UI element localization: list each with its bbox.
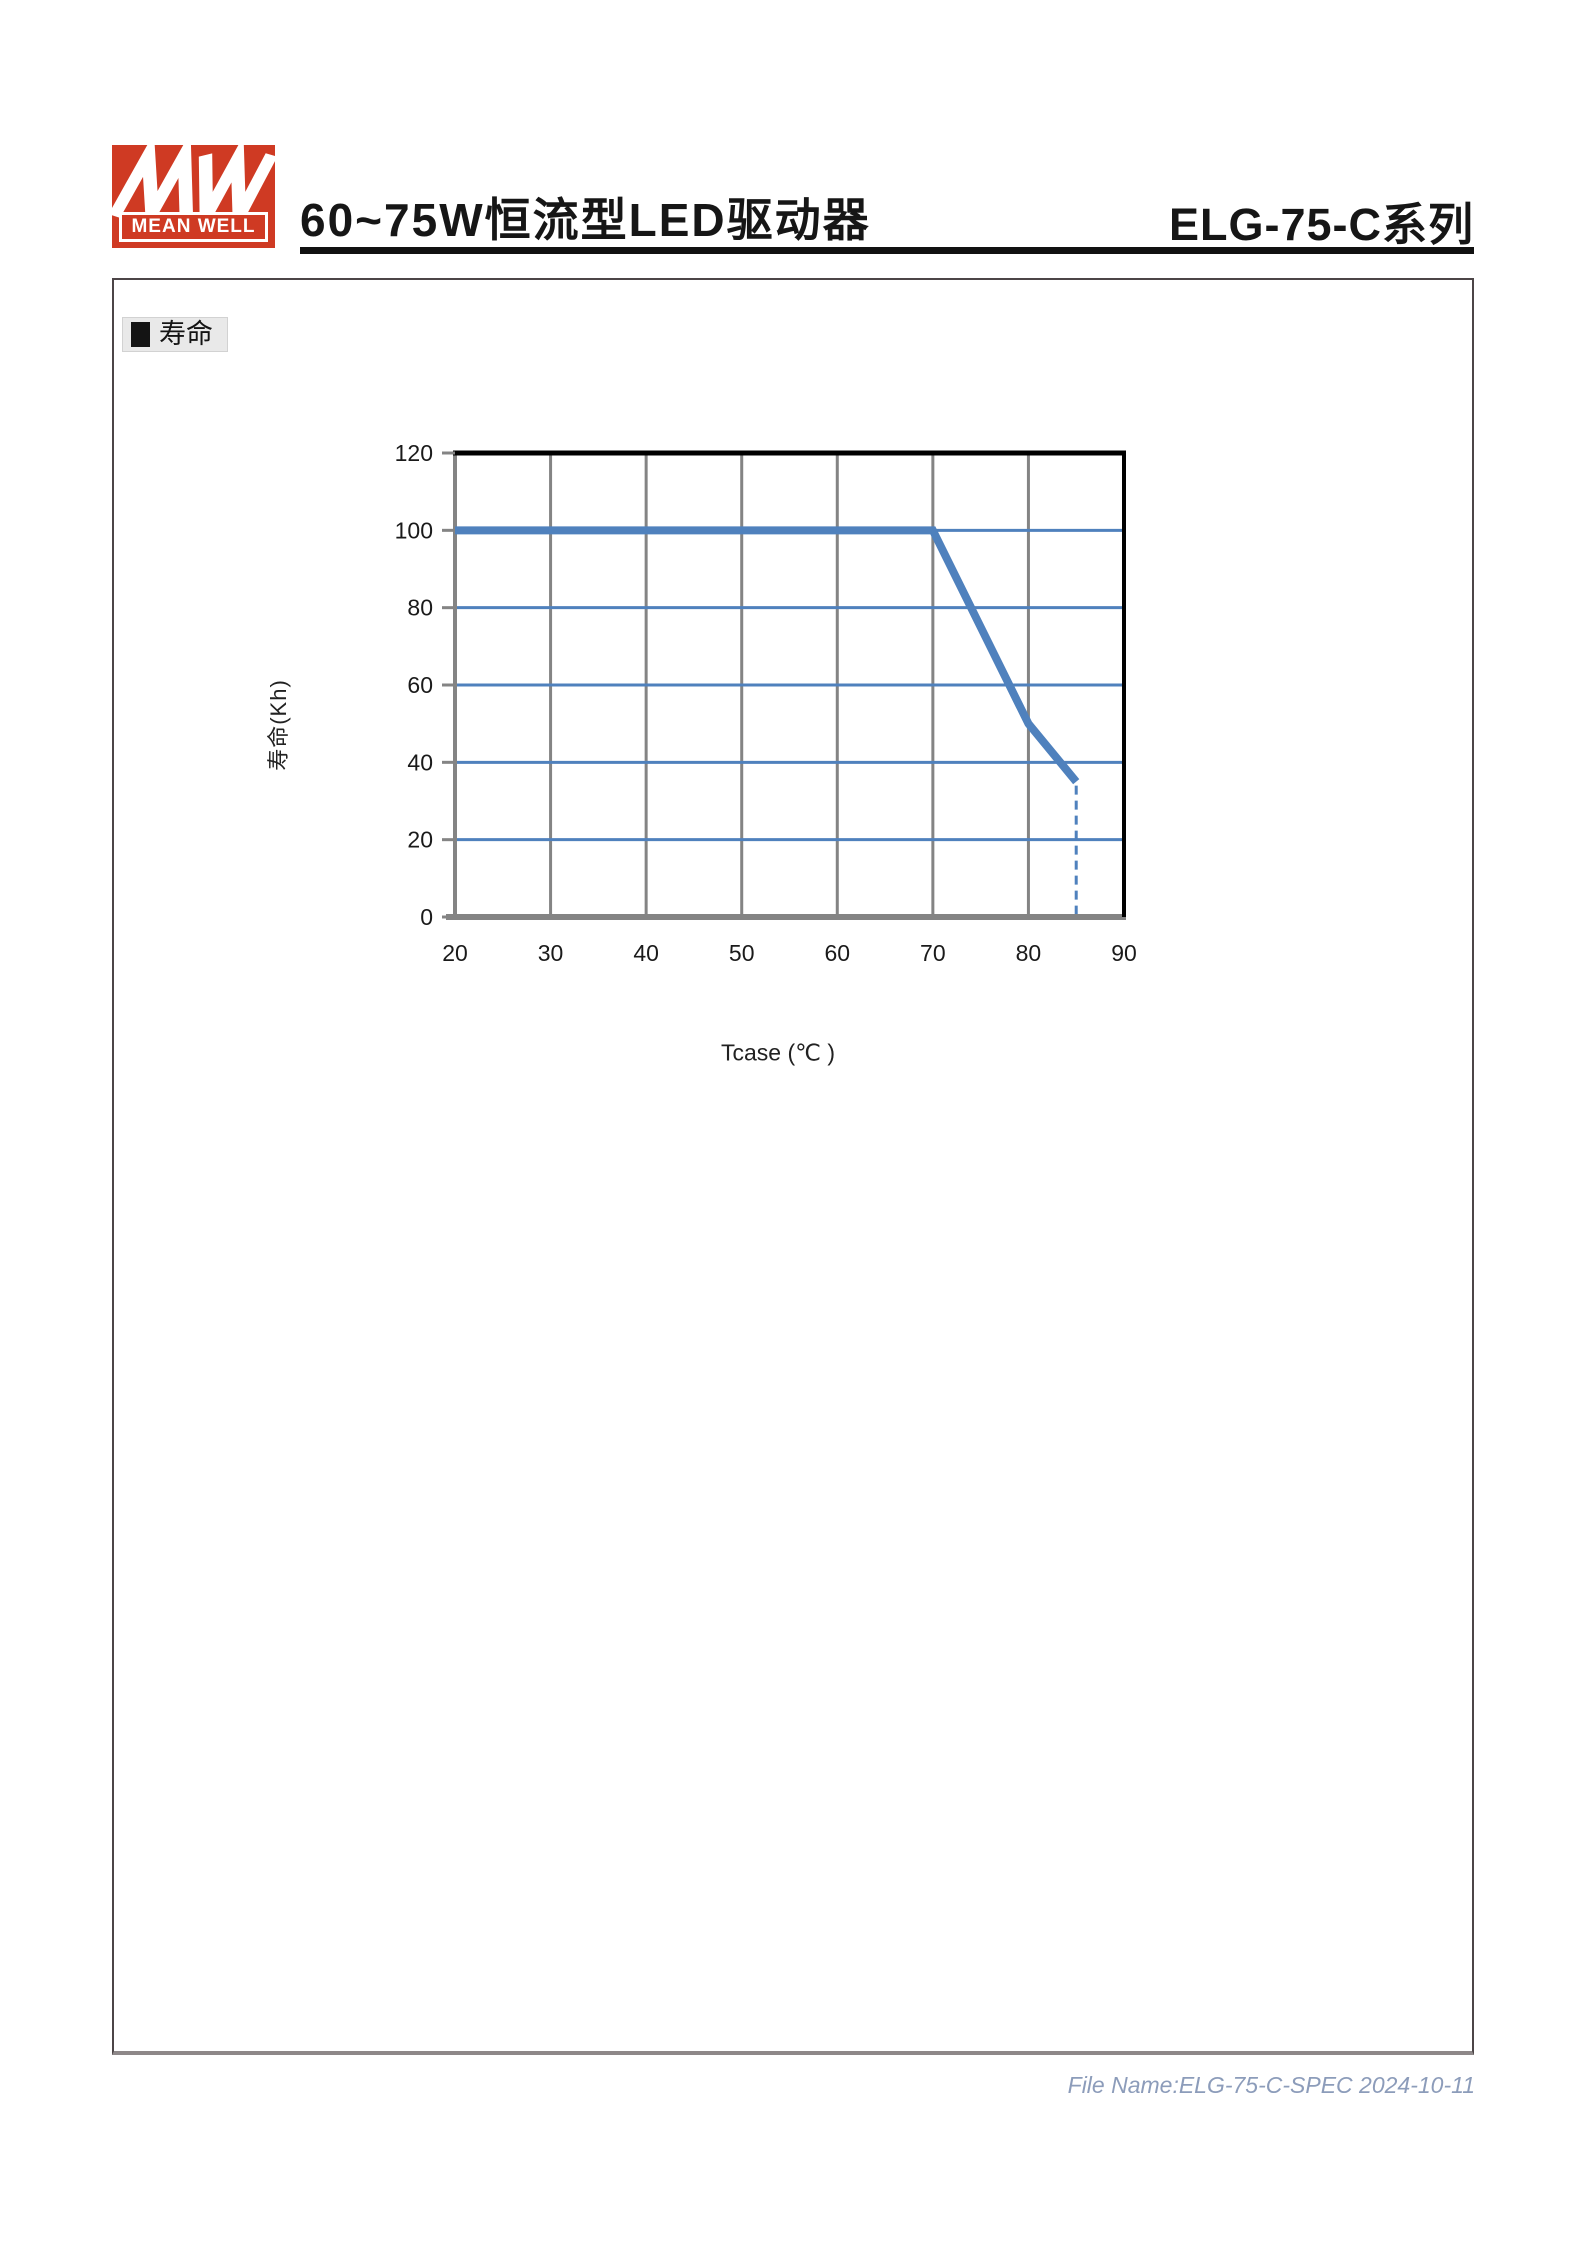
y-tick-label: 100 — [395, 517, 433, 543]
y-tick-label: 60 — [407, 672, 433, 698]
x-tick-label: 40 — [633, 940, 659, 966]
y-tick-label: 120 — [395, 440, 433, 466]
x-tick-label: 30 — [538, 940, 564, 966]
life-chart: 0 20 40 60 80 100 120 20 30 40 50 60 70 80 90 — [395, 440, 1137, 966]
section-label-text: 寿命 — [159, 319, 213, 349]
x-tick-label: 50 — [729, 940, 755, 966]
page-title: 60~75W恒流型LED驱动器 — [300, 194, 871, 246]
bullet-square-icon — [131, 322, 150, 347]
section-label-life: 寿命 — [122, 317, 228, 352]
mean-well-logo: MEAN WELL — [112, 145, 275, 248]
mean-well-wordmark: MEAN WELL — [119, 212, 268, 242]
header-rule — [300, 247, 1474, 254]
x-axis-title: Tcase (℃ ) — [720, 1039, 836, 1066]
y-tick-label: 40 — [407, 749, 433, 775]
content-frame — [112, 278, 1474, 2055]
x-tick-label: 70 — [920, 940, 946, 966]
series-title: ELG-75-C系列 — [1168, 199, 1474, 250]
x-tick-label: 60 — [824, 940, 850, 966]
x-tick-label: 90 — [1111, 940, 1137, 966]
x-tick-label: 80 — [1016, 940, 1042, 966]
y-axis-title: 寿命(Kh) — [266, 679, 291, 771]
y-tick-label: 80 — [407, 595, 433, 621]
life-series-line — [455, 526, 1080, 785]
y-tick-label: 0 — [420, 904, 433, 930]
mw-logo-icon — [112, 145, 275, 219]
x-tick-label: 20 — [442, 940, 468, 966]
y-tick-label: 20 — [407, 827, 433, 853]
file-name-note: File Name:ELG-75-C-SPEC 2024-10-11 — [1067, 2072, 1475, 2098]
